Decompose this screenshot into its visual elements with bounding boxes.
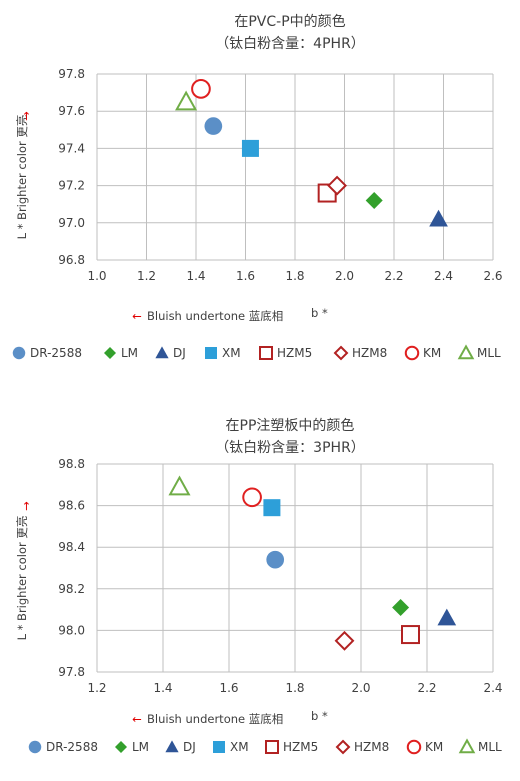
legend-label: HZM5	[277, 346, 312, 360]
legend-marker-xm	[213, 741, 225, 753]
x-axis-arrow: ←	[132, 712, 142, 726]
scatter-chart-pp: 在PP注塑板中的颜色 （钛白粉含量：3PHR） 1.2 1.4 1.6 1.8 2.0 2.2…	[15, 417, 503, 755]
legend-label: XM	[230, 740, 249, 754]
legend-label: HZM5	[283, 740, 318, 754]
y-tick-label: 97.4	[58, 141, 85, 155]
data-point-mll	[168, 475, 191, 496]
legend-label: LM	[121, 346, 138, 360]
chart-panel-pvc: 在PVC-P中的颜色 （钛白粉含量：4PHR） 1.0 1.2 1.4 1.6 1.8 2.0…	[0, 0, 520, 390]
legend-label: HZM8	[354, 740, 389, 754]
x-tick-label: 1.0	[87, 269, 106, 283]
legend-label: DR-2588	[46, 740, 98, 754]
chart-title: 在PP注塑板中的颜色	[226, 417, 355, 434]
chart-panel-pp: 在PP注塑板中的颜色 （钛白粉含量：3PHR） 1.2 1.4 1.6 1.8 2.0 2.2…	[0, 390, 520, 781]
legend-marker-lm	[104, 347, 116, 359]
legend-label: KM	[423, 346, 441, 360]
y-axis-arrow: →	[19, 111, 33, 121]
x-tick-label: 1.8	[285, 681, 304, 695]
data-point-hzm8	[327, 175, 347, 196]
legend-marker-lm	[115, 741, 127, 753]
legend-marker-dj	[165, 740, 179, 753]
data-point-hzm8	[334, 630, 355, 651]
data-point-lm	[365, 191, 383, 209]
y-tick-label: 97.0	[58, 216, 85, 230]
legend-label: DJ	[173, 346, 186, 360]
legend-marker-mll	[457, 344, 475, 360]
legend-label: XM	[222, 346, 241, 360]
data-point-km	[242, 487, 262, 508]
y-tick-label: 97.6	[58, 104, 85, 118]
x-tick-label: 1.2	[137, 269, 156, 283]
x-axis-label: Bluish undertone 蓝底相	[147, 712, 283, 726]
y-tick-label: 98.8	[58, 457, 85, 471]
y-axis-label: L * Brighter color 更亮	[15, 115, 29, 240]
legend-marker-dr-2588	[12, 346, 26, 360]
y-tick-label: 97.8	[58, 67, 85, 81]
legend-marker-km	[406, 739, 422, 755]
legend-label: DR-2588	[30, 346, 82, 360]
x-tick-label: 2.4	[483, 681, 502, 695]
legend-marker-dr-2588	[28, 740, 42, 754]
legend-marker-dj	[155, 346, 169, 359]
legend-label: HZM8	[352, 346, 387, 360]
chart-subtitle: （钛白粉含量：3PHR）	[215, 440, 365, 456]
x-tick-label: 2.2	[417, 681, 436, 695]
chart-subtitle: （钛白粉含量：4PHR）	[215, 36, 365, 52]
y-tick-label: 98.4	[58, 540, 85, 554]
legend-label: KM	[425, 740, 443, 754]
legend-marker-km	[404, 345, 420, 361]
legend-marker-hzm8	[333, 345, 349, 361]
legend-marker-xm	[205, 347, 217, 359]
x-tick-label: 1.8	[285, 269, 304, 283]
legend-label: MLL	[477, 346, 501, 360]
x-tick-label: 1.6	[236, 269, 255, 283]
data-point-dr-2588	[204, 117, 223, 135]
y-tick-label: 97.8	[58, 665, 85, 679]
legend-marker-hzm5	[265, 740, 279, 754]
x-tick-label: 2.0	[351, 681, 370, 695]
data-point-mll	[175, 90, 198, 111]
scatter-chart-pvc: 在PVC-P中的颜色 （钛白粉含量：4PHR） 1.0 1.2 1.4 1.6 1.8 2.0…	[12, 13, 503, 361]
data-point-dj	[437, 608, 457, 626]
legend-marker-hzm8	[335, 739, 351, 755]
legend-marker-hzm5	[259, 346, 273, 360]
data-point-dj	[429, 209, 448, 227]
y-tick-label: 98.6	[58, 499, 85, 513]
x-tick-label: 1.4	[153, 681, 172, 695]
legend-label: LM	[132, 740, 149, 754]
x-axis-label: Bluish undertone 蓝底相	[147, 309, 283, 323]
data-point-dr-2588	[266, 550, 285, 569]
x-tick-label: 2.2	[384, 269, 403, 283]
data-point-hzm5	[401, 625, 420, 645]
y-tick-label: 96.8	[58, 253, 85, 267]
x-axis-suffix: b *	[311, 306, 328, 320]
y-tick-label: 98.2	[58, 582, 85, 596]
y-axis-label: L * Brighter color 更亮	[15, 516, 29, 641]
x-tick-label: 2.6	[483, 269, 502, 283]
legend-marker-mll	[458, 738, 476, 754]
data-point-km	[191, 79, 211, 99]
y-tick-label: 98.0	[58, 623, 85, 637]
x-tick-label: 2.0	[335, 269, 354, 283]
data-point-xm	[241, 139, 259, 157]
x-axis-arrow: ←	[132, 309, 142, 323]
y-tick-label: 97.2	[58, 179, 85, 193]
data-point-lm	[392, 599, 410, 617]
x-axis-suffix: b *	[311, 709, 328, 723]
chart-title: 在PVC-P中的颜色	[234, 13, 345, 30]
x-tick-label: 2.4	[434, 269, 453, 283]
data-point-xm	[263, 499, 281, 517]
x-tick-label: 1.2	[87, 681, 106, 695]
legend-label: DJ	[183, 740, 196, 754]
x-tick-label: 1.6	[219, 681, 238, 695]
x-tick-label: 1.4	[186, 269, 205, 283]
legend-label: MLL	[478, 740, 502, 754]
y-axis-arrow: →	[19, 501, 33, 511]
